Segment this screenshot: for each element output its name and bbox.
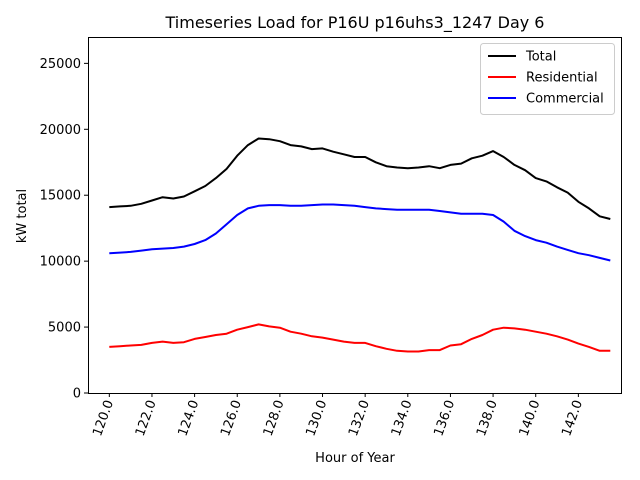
series-line-total <box>109 137 611 220</box>
chart-title: Timeseries Load for P16U p16uhs3_1247 Da… <box>165 13 545 33</box>
legend: Total Residential Commercial <box>480 43 615 115</box>
legend-box <box>480 43 615 115</box>
y-axis: 0 5000 10000 15000 20000 25000 <box>40 57 88 402</box>
plot-frame <box>88 37 622 394</box>
legend-label-commercial: Commercial <box>526 92 604 107</box>
series-line-residential <box>109 323 611 353</box>
y-tick-label: 20000 <box>40 123 81 138</box>
y-tick-label: 0 <box>73 387 81 402</box>
series-line-commercial <box>109 203 611 262</box>
legend-label-total: Total <box>525 50 556 65</box>
y-tick-label: 5000 <box>48 321 81 336</box>
series-layer <box>109 137 611 353</box>
y-tick-label: 10000 <box>40 255 81 270</box>
y-axis-label: kW total <box>15 189 30 243</box>
x-axis-label: Hour of Year <box>315 451 395 466</box>
y-tick-label: 25000 <box>40 57 81 72</box>
y-tick-label: 15000 <box>40 189 81 204</box>
legend-label-residential: Residential <box>526 71 598 86</box>
